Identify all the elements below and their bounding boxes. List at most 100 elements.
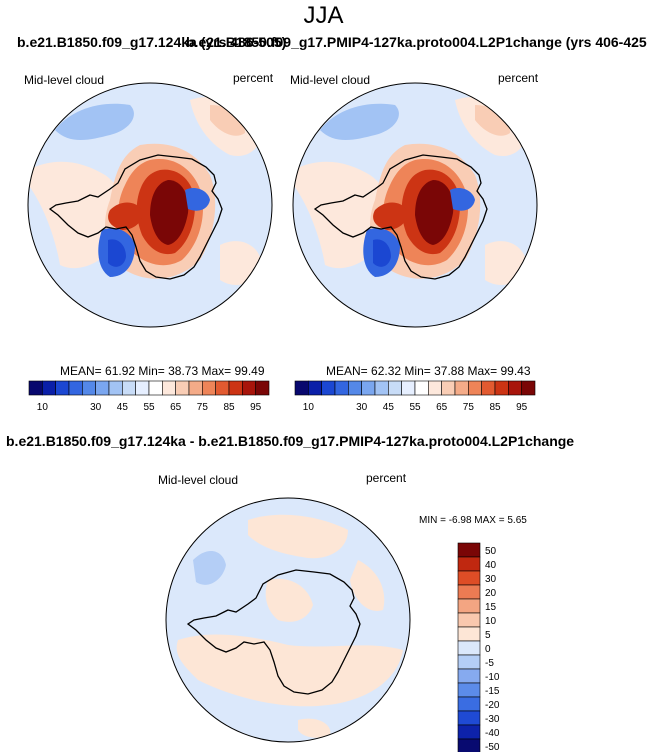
panel-2-colorbar: 10 30 45 55 65 75 85 95: [294, 380, 536, 413]
panel-2-colorbar-box: [334, 380, 349, 396]
diff-map-border: [165, 497, 411, 743]
panel-1-colorbar-label: 55: [143, 402, 155, 413]
panel-1-colorbar-box: [95, 380, 110, 396]
panel-1-colorbar-box: [55, 380, 70, 396]
panel-2-min-label: Min=: [404, 364, 431, 378]
panel-2-colorbar-box: [321, 380, 336, 396]
panel-1-colorbar-label: 95: [250, 402, 262, 413]
panel-1-colorbar-box: [28, 380, 43, 396]
panel-2-colorbar-box: [388, 380, 402, 396]
diff-colorbar-box: [457, 710, 481, 726]
panel-1-colorbar-box: [148, 380, 163, 396]
panel-2-max-label: Max=: [467, 364, 498, 378]
panel-1-mean-value: 61.92: [105, 364, 136, 378]
diff-colorbar-box: [457, 584, 481, 600]
panel-1-mean-label: MEAN=: [60, 364, 102, 378]
panel-2-map-border: [292, 82, 538, 328]
panel-2-colorbar-box: [308, 380, 322, 396]
panel-1-max-label: Max=: [201, 364, 232, 378]
panel-2-min-value: 37.88: [434, 364, 465, 378]
panel-2-colorbar-box: [374, 380, 389, 396]
panel-2-colorbar-box: [468, 380, 482, 396]
panel-1-colorbar-box: [122, 380, 136, 396]
panel-2-colorbar-box: [508, 380, 522, 396]
panel-2-colorbar-box: [454, 380, 469, 396]
panel-1-colorbar-label: 30: [90, 402, 102, 413]
diff-colorbar-box: [457, 626, 481, 642]
panel-1-colorbar-box: [162, 380, 176, 396]
panel-1-colorbar-box: [188, 380, 203, 396]
panel-1-units-label: percent: [233, 71, 274, 85]
panel-1-colorbar-box: [108, 380, 123, 396]
panel-1-colorbar-box: [68, 380, 83, 396]
panel-2-colorbar-box: [441, 380, 456, 396]
panel-1-colorbar-label: 75: [197, 402, 209, 413]
panel-2-colorbar-box: [521, 380, 536, 396]
panel-2-colorbar-box: [401, 380, 416, 396]
diff-colorbar-label: -40: [485, 728, 500, 739]
diff-colorbar-label: -15: [485, 686, 500, 697]
panel-1-colorbar-box: [242, 380, 256, 396]
panel-1-colorbar-box: [202, 380, 216, 396]
diff-colorbar-box: [457, 654, 481, 670]
panel-1-colorbar-label: 45: [117, 402, 129, 413]
diff-colorbar-label: 20: [485, 588, 497, 599]
panel-1-colorbar-box: [135, 380, 150, 396]
panel-1-map-border: [27, 82, 273, 328]
panel-1-colorbar-box: [255, 380, 270, 396]
panel-2-colorbar-box: [494, 380, 509, 396]
panel-2-colorbar-box: [481, 380, 496, 396]
panel-1-colorbar-box: [215, 380, 230, 396]
diff-stats: MIN = -6.98 MAX = 5.65: [419, 515, 527, 526]
panel-1-run-title: b.e21.B1850.f09_g17.124ka (yrs 486-505): [17, 34, 287, 50]
panel-1-colorbar-label: 65: [170, 402, 182, 413]
panel-1-min-label: Min=: [138, 364, 165, 378]
panel-2-colorbar-box: [294, 380, 309, 396]
panel-2-stats: MEAN= 62.32 Min= 37.88 Max= 99.43: [326, 364, 531, 378]
diff-colorbar-box: [457, 738, 481, 752]
diff-title: b.e21.B1850.f09_g17.124ka - b.e21.B1850.…: [6, 433, 575, 449]
diff-colorbar-box: [457, 696, 481, 712]
panel-2-colorbar-label: 55: [409, 402, 421, 413]
diff-colorbar-box: [457, 668, 481, 684]
panel-1-colorbar-label: 85: [223, 402, 235, 413]
diff-colorbar-label: 40: [485, 560, 497, 571]
diff-colorbar-box: [457, 542, 481, 558]
panel-1-colorbar: 10 30 45 55 65 75 85 95: [28, 380, 270, 413]
panel-1-colorbar-box: [228, 380, 243, 396]
diff-colorbar-label: -5: [485, 658, 494, 669]
panel-1-stats: MEAN= 61.92 Min= 38.73 Max= 99.49: [60, 364, 265, 378]
panel-2-units-label: percent: [498, 71, 539, 85]
diff-colorbar-label: 5: [485, 630, 491, 641]
panel-2-colorbar-label: 95: [516, 402, 528, 413]
diff-units-label: percent: [366, 471, 407, 485]
panel-1-variable-label: Mid-level cloud: [24, 73, 105, 87]
season-title: JJA: [303, 2, 344, 29]
diff-colorbar-box: [457, 640, 481, 656]
panel-2-colorbar-box: [348, 380, 362, 396]
panel-2-colorbar-label: 85: [489, 402, 501, 413]
panel-2-colorbar-label: 30: [356, 402, 368, 413]
panel-2-mean-value: 62.32: [371, 364, 402, 378]
panel-2-colorbar-label: 65: [436, 402, 448, 413]
panel-1-colorbar-box: [82, 380, 96, 396]
diff-colorbar-box: [457, 612, 481, 628]
diff-colorbar-label: -30: [485, 714, 500, 725]
diff-colorbar-box: [457, 682, 481, 698]
panel-2-colorbar-box: [361, 380, 376, 396]
panel-1-colorbar-box: [42, 380, 56, 396]
diff-colorbar-box: [457, 570, 481, 586]
panel-1-min-value: 38.73: [168, 364, 199, 378]
diff-colorbar-label: -50: [485, 742, 500, 752]
panel-1-colorbar-box: [175, 380, 190, 396]
diff-colorbar-label: 10: [485, 616, 497, 627]
diff-colorbar-label: -10: [485, 672, 500, 683]
diff-colorbar-label: 15: [485, 602, 497, 613]
panel-2-max-value: 99.43: [500, 364, 531, 378]
panel-2-colorbar-box: [428, 380, 442, 396]
panel-2-variable-label: Mid-level cloud: [290, 73, 371, 87]
diff-colorbar-label: -20: [485, 700, 500, 711]
panel-2-colorbar-label: 75: [463, 402, 475, 413]
diff-colorbar-label: 50: [485, 546, 497, 557]
